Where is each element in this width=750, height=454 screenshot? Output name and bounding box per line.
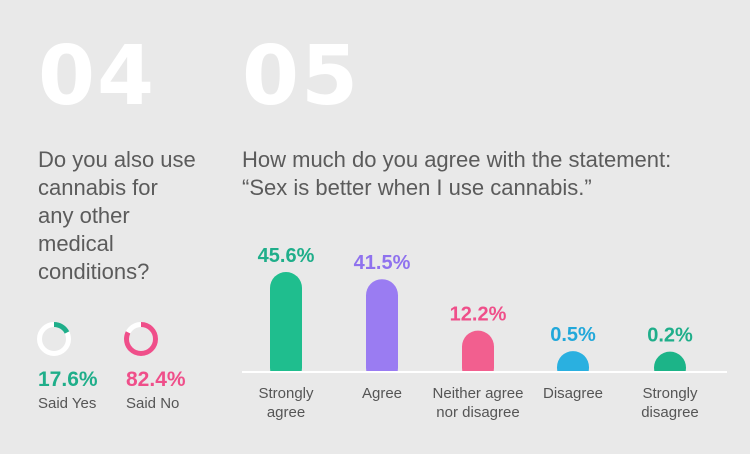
category-label-agree-line1: Agree (362, 385, 402, 402)
category-label-disagree-line1: Disagree (543, 385, 603, 402)
category-label-strongly-agree-line1: Strongly (258, 385, 314, 402)
said-no-label: Said No (126, 395, 180, 412)
bar-agree (366, 279, 398, 384)
donut-yes-arc (37, 322, 71, 356)
question-line-1: How much do you agree with the statement… (242, 147, 672, 172)
section-number-04: 04 (38, 29, 157, 124)
question-agree-statement: How much do you agree with the statement… (242, 146, 742, 202)
value-label-agree: 41.5% (354, 252, 411, 274)
donut-no (124, 322, 158, 356)
value-label-strongly-agree: 45.6% (258, 245, 315, 267)
bar-strongly-agree (270, 272, 302, 384)
said-yes-percent: 17.6% (38, 368, 98, 391)
category-label-strongly-disagree-line2: disagree (641, 404, 699, 421)
said-yes-label: Said Yes (38, 395, 97, 412)
value-label-disagree: 0.5% (550, 324, 596, 346)
donut-no-arc (124, 322, 158, 356)
baseline-mask (242, 372, 728, 386)
donut-yes (37, 322, 71, 356)
category-label-strongly-agree-line2: agree (267, 404, 305, 421)
bar-neither-agree-nor-disagree (462, 330, 494, 384)
category-label-neither-agree-nor-disagree-line1: Neither agree (433, 385, 524, 402)
question-medical-conditions: Do you also use cannabis for any other m… (38, 147, 196, 284)
section-number-05: 05 (242, 29, 361, 124)
said-no-percent: 82.4% (126, 368, 186, 391)
value-label-strongly-disagree: 0.2% (647, 325, 693, 347)
value-label-neither-agree-nor-disagree: 12.2% (450, 304, 507, 326)
question-line-2: “Sex is better when I use cannabis.” (242, 175, 592, 200)
category-label-strongly-disagree-line1: Strongly (642, 385, 698, 402)
category-label-neither-agree-nor-disagree-line2: nor disagree (436, 404, 519, 421)
